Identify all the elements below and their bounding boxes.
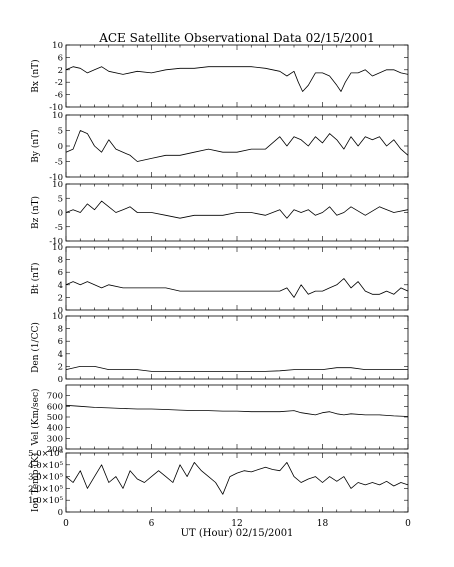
y-axis-label: Vel (Km/sec) — [30, 388, 41, 446]
y-tick-label: -5 — [55, 158, 63, 168]
y-tick-label: 0 — [58, 209, 63, 219]
panel-1: 10 6 2 -2 -6 -10 Bx (nT) — [30, 41, 409, 113]
y-tick-label: 2 — [58, 293, 63, 303]
x-tick-label: 0 — [63, 519, 69, 529]
y-tick-label: 10 — [52, 41, 63, 51]
panel-3: 10 5 0 -5 -10 Bz (nT) — [30, 180, 409, 247]
y-tick-label: 600 — [47, 402, 63, 412]
y-tick-label: 5 — [58, 194, 63, 204]
y-tick-label: 6 — [58, 53, 63, 63]
y-tick-label: 0 — [58, 306, 63, 316]
panel-5: 10 8 6 4 2 0 Den (1/CC) — [30, 312, 409, 385]
y-tick-label: 2 — [58, 66, 63, 76]
panels-group: 10 6 2 -2 -6 -10 Bx (nT) 10 5 0 -5 -10 By (nT) 10 5 0 -5… — [28, 41, 409, 518]
y-axis-label: Den (1/CC) — [30, 322, 41, 373]
y-tick-label: -10 — [49, 237, 63, 247]
panel-frame — [65, 44, 409, 108]
series-line — [65, 66, 409, 92]
y-tick-label: 5.0×10⁵ — [28, 449, 63, 459]
y-tick-label: 0 — [58, 375, 63, 385]
x-axis-label: UT (Hour) 02/15/2001 — [181, 528, 294, 539]
y-tick-label: 4 — [58, 350, 63, 360]
y-tick-label: 6 — [58, 268, 63, 278]
y-tick-label: 200 — [47, 445, 63, 455]
y-axis-label: Bz (nT) — [30, 196, 41, 229]
x-tick-label: 12 — [231, 519, 242, 529]
series-line — [65, 200, 409, 219]
y-tick-label: 10 — [52, 180, 63, 190]
y-tick-label: 300 — [47, 434, 63, 444]
y-tick-label: 8 — [58, 325, 63, 335]
chart-title: ACE Satellite Observational Data 02/15/2… — [98, 31, 375, 45]
y-tick-label: 400 — [47, 424, 63, 434]
y-tick-label: -10 — [49, 103, 63, 113]
x-tick-labels: 0 6 12 18 0 — [63, 519, 411, 529]
y-tick-label: 700 — [47, 392, 63, 402]
y-tick-label: 4.0×10⁵ — [28, 461, 63, 471]
y-tick-label: 10 — [52, 312, 63, 322]
y-axis-label: Ion Temp (K) — [30, 453, 41, 512]
y-tick-label: 5 — [58, 127, 63, 137]
series-line — [65, 404, 409, 417]
y-tick-label: 4 — [58, 281, 63, 291]
panel-frame — [65, 384, 409, 450]
panel-2: 10 5 0 -5 -10 By (nT) — [30, 111, 409, 183]
y-tick-label: 8 — [58, 256, 63, 266]
y-tick-label: 6 — [58, 337, 63, 347]
series-line — [65, 130, 409, 162]
y-axis-label: By (nT) — [30, 129, 41, 162]
x-tick-label: 6 — [149, 519, 155, 529]
y-tick-label: 500 — [47, 413, 63, 423]
y-tick-label: -2 — [55, 78, 63, 88]
y-tick-label: -10 — [49, 173, 63, 183]
y-tick-label: 10 — [52, 111, 63, 121]
y-axis-label: Bx (nT) — [30, 59, 41, 92]
panel-frame — [65, 246, 409, 311]
y-tick-label: 1.0×10⁵ — [28, 496, 63, 506]
y-axis-label: Bt (nT) — [30, 263, 41, 295]
x-tick-label: 0 — [405, 519, 411, 529]
y-tick-label: 10 — [52, 243, 63, 253]
series-line — [65, 461, 409, 495]
panel-frame — [65, 114, 409, 178]
y-tick-label: -5 — [55, 223, 63, 233]
y-tick-label: 0 — [58, 142, 63, 152]
series-line — [65, 365, 408, 372]
y-tick-label: 0 — [58, 508, 63, 518]
x-tick-label: 18 — [317, 519, 329, 529]
panel-frame — [65, 452, 409, 513]
y-tick-label: 3.0×10⁵ — [28, 473, 63, 483]
y-tick-label: 2 — [58, 362, 63, 372]
series-line — [65, 278, 409, 298]
y-tick-label: -6 — [55, 91, 63, 101]
panel-4: 10 8 6 4 2 0 Bt (nT) — [30, 243, 409, 316]
y-tick-label: 2.0×10⁵ — [28, 484, 63, 494]
